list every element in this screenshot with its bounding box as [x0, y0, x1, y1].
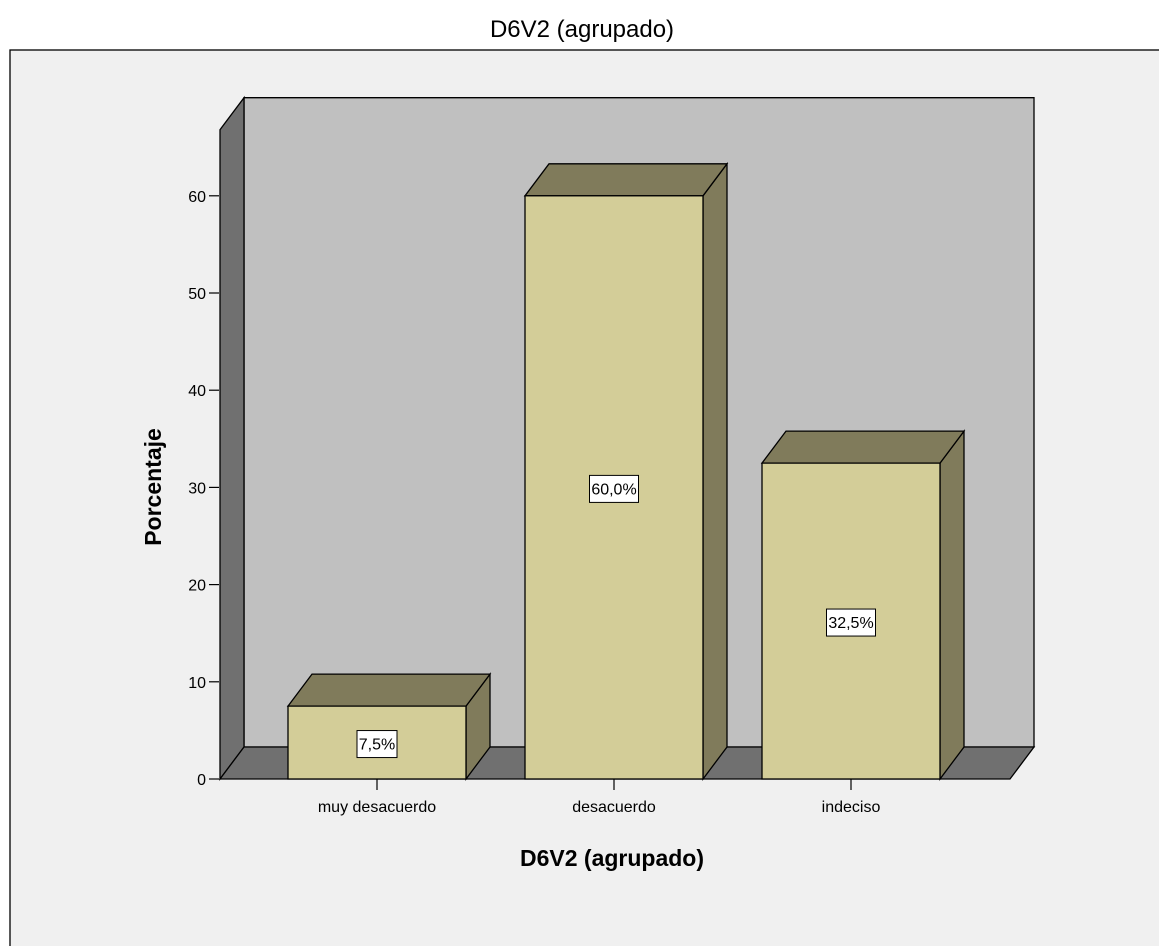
bar-top — [286, 673, 492, 707]
data-label-box — [356, 730, 398, 759]
bar-side — [702, 161, 728, 781]
y-tick-label: 20 — [188, 578, 206, 595]
y-tick-label: 40 — [188, 383, 206, 400]
x-axis: muy desacuerdo desacuerdo indeciso — [318, 779, 881, 816]
y-tick-label: 0 — [197, 772, 206, 789]
data-label: 7,5% — [359, 737, 395, 754]
x-tick-label: desacuerdo — [572, 799, 656, 816]
chart-title: D6V2 (agrupado) — [490, 16, 674, 43]
bar-group: 7,5% — [286, 672, 492, 781]
x-axis-title: D6V2 (agrupado) — [520, 845, 704, 871]
data-label: 32,5% — [828, 615, 873, 632]
y-axis: 0 10 20 30 40 50 60 — [188, 189, 219, 789]
plot-left-wall — [219, 95, 245, 781]
bar-top — [760, 430, 966, 464]
y-tick-label: 50 — [188, 286, 206, 303]
bar-side — [939, 429, 965, 781]
bars: 7,5% 60,0% 32,5% — [286, 161, 966, 781]
y-tick-label: 30 — [188, 480, 206, 497]
y-tick-label: 10 — [188, 675, 206, 692]
y-tick-label: 60 — [188, 189, 206, 206]
x-tick-label: indeciso — [822, 799, 881, 816]
x-tick-label: muy desacuerdo — [318, 799, 436, 816]
bar-group: 60,0% — [523, 161, 729, 781]
data-label-box — [589, 474, 639, 503]
data-label-box — [826, 608, 876, 637]
data-label: 60,0% — [591, 481, 636, 498]
bar-group: 32,5% — [760, 429, 966, 781]
bar-top — [523, 163, 729, 197]
y-axis-title: Porcentaje — [140, 428, 166, 546]
